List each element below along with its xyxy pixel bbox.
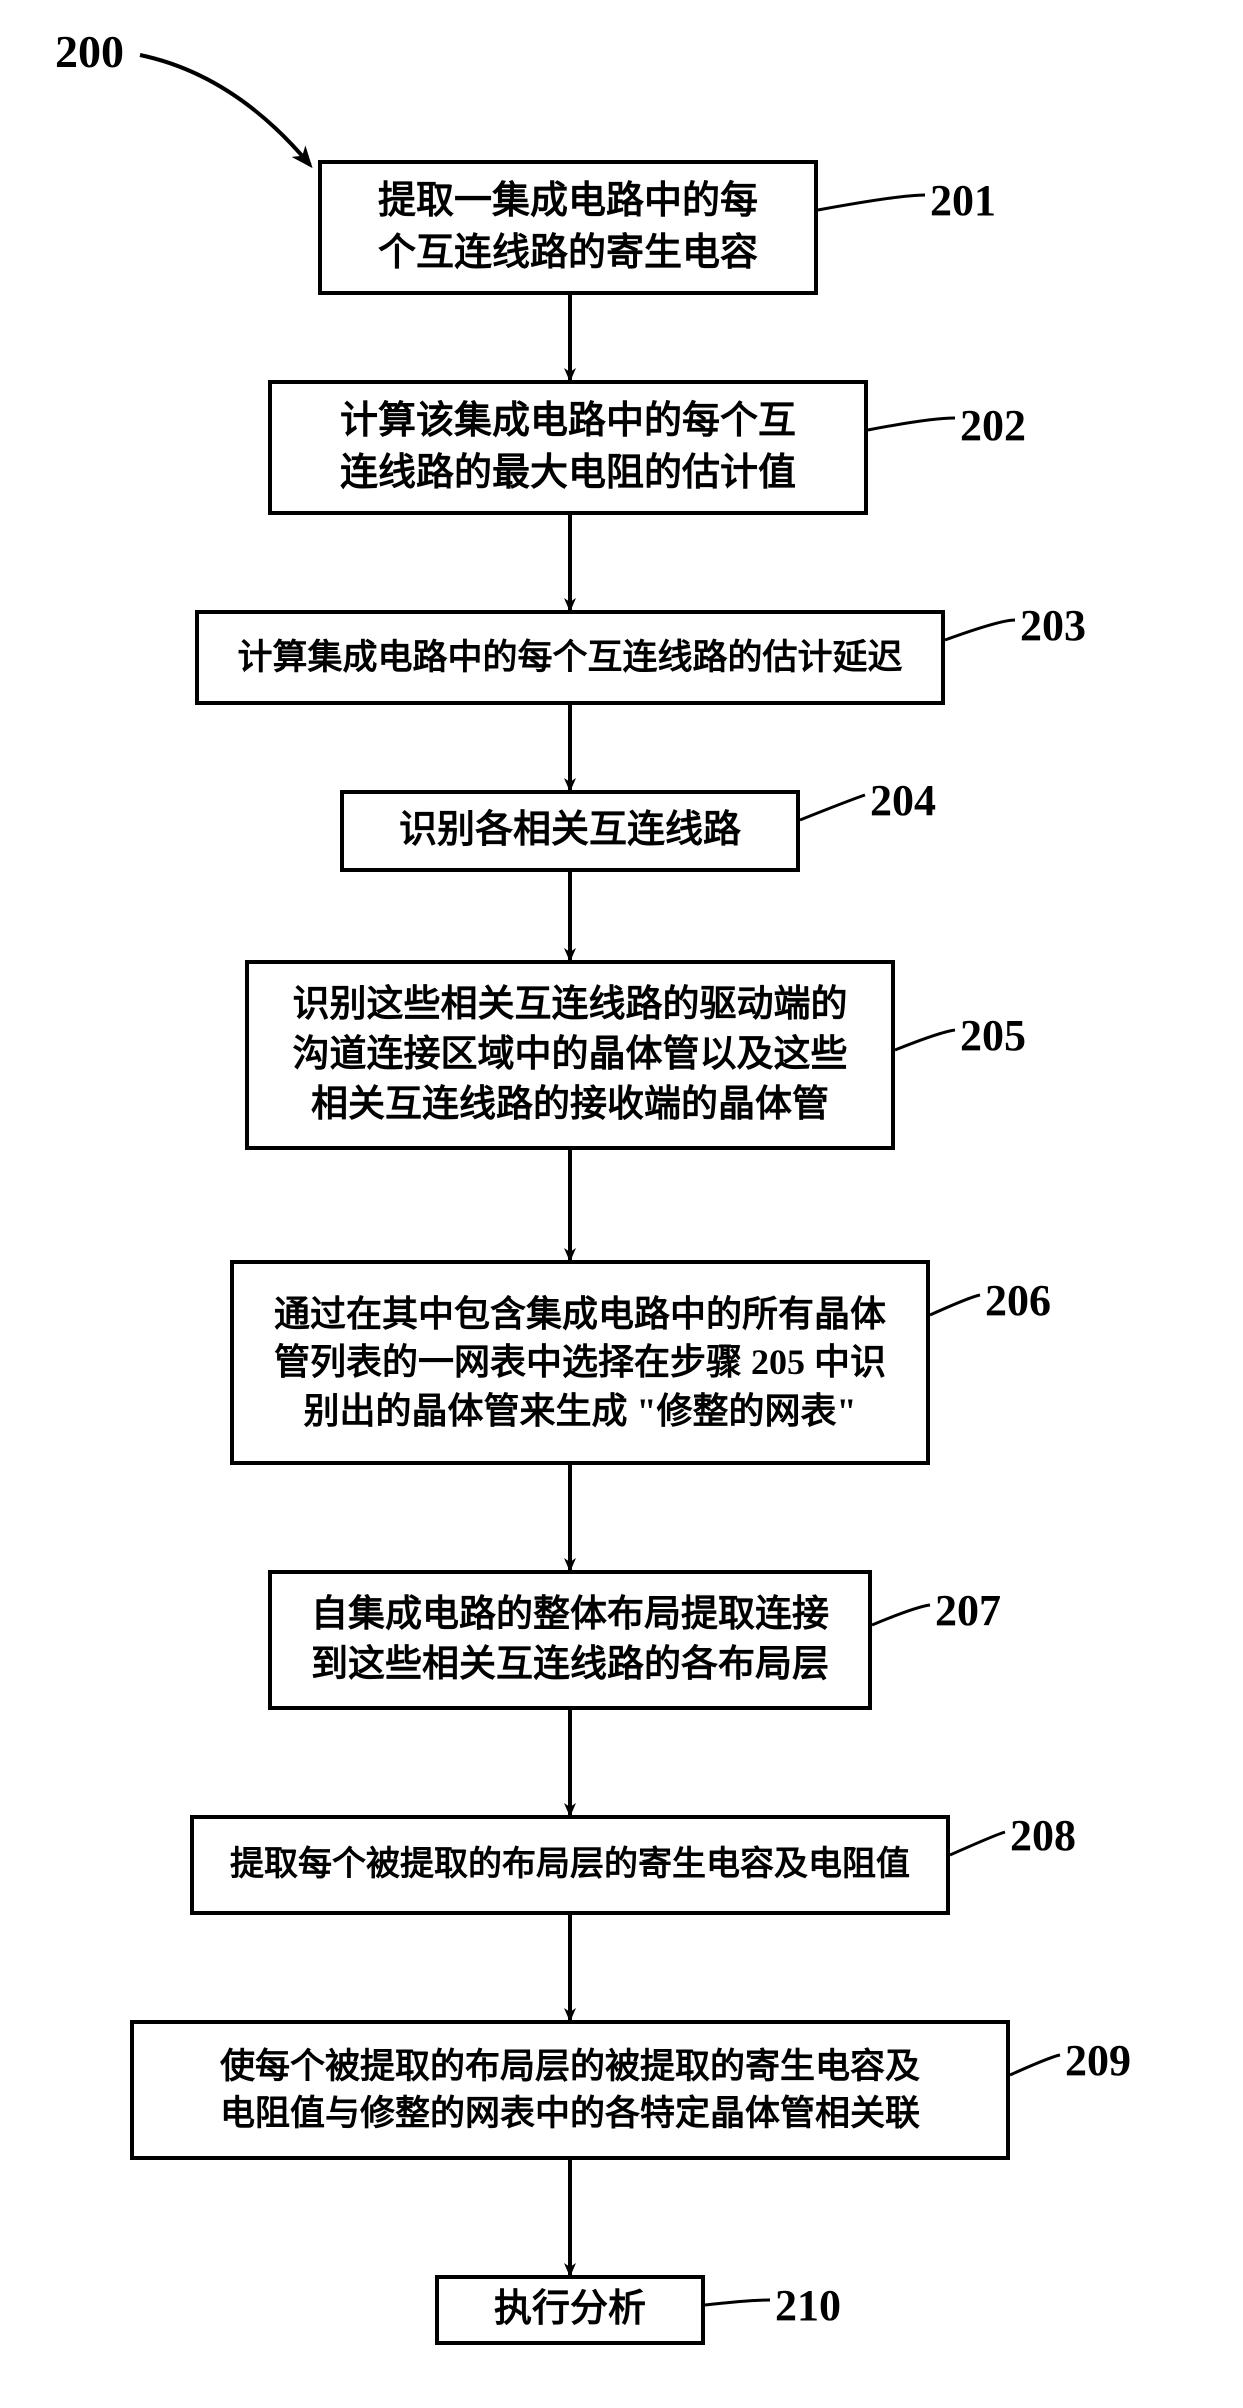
step-box-text: 识别各相关互连线路: [399, 805, 741, 856]
step-number-label-210: 210: [775, 2280, 841, 2331]
figure-number-label: 200: [55, 25, 124, 78]
step-box-text: 识别这些相关互连线路的驱动端的 沟道连接区域中的晶体管以及这些 相关互连线路的接…: [293, 980, 848, 1130]
step-number-label-206: 206: [985, 1275, 1051, 1326]
step-box-204: 识别各相关互连线路: [340, 790, 800, 872]
flowchart-stage: { "figure_label": "200", "steps": [ {"nu…: [0, 0, 1243, 2408]
step-number-label-202: 202: [960, 400, 1026, 451]
step-number-label-208: 208: [1010, 1810, 1076, 1861]
step-box-209: 使每个被提取的布局层的被提取的寄生电容及 电阻值与修整的网表中的各特定晶体管相关…: [130, 2020, 1010, 2160]
step-box-text: 提取一集成电路中的每 个互连线路的寄生电容: [378, 176, 758, 279]
step-box-206: 通过在其中包含集成电路中的所有晶体 管列表的一网表中选择在步骤 205 中识 别…: [230, 1260, 930, 1465]
step-number-label-205: 205: [960, 1010, 1026, 1061]
step-box-text: 提取每个被提取的布局层的寄生电容及电阻值: [230, 1842, 910, 1888]
step-box-202: 计算该集成电路中的每个互 连线路的最大电阻的估计值: [268, 380, 868, 515]
step-number-label-201: 201: [930, 175, 996, 226]
step-box-text: 使每个被提取的布局层的被提取的寄生电容及 电阻值与修整的网表中的各特定晶体管相关…: [220, 2043, 920, 2138]
step-box-201: 提取一集成电路中的每 个互连线路的寄生电容: [318, 160, 818, 295]
step-number-label-207: 207: [935, 1585, 1001, 1636]
step-box-text: 计算该集成电路中的每个互 连线路的最大电阻的估计值: [340, 396, 796, 499]
step-box-207: 自集成电路的整体布局提取连接 到这些相关互连线路的各布局层: [268, 1570, 872, 1710]
step-number-label-204: 204: [870, 775, 936, 826]
step-number-label-209: 209: [1065, 2035, 1131, 2086]
step-box-text: 计算集成电路中的每个互连线路的估计延迟: [237, 634, 902, 681]
step-box-203: 计算集成电路中的每个互连线路的估计延迟: [195, 610, 945, 705]
step-box-text: 通过在其中包含集成电路中的所有晶体 管列表的一网表中选择在步骤 205 中识 别…: [274, 1290, 886, 1436]
step-number-label-203: 203: [1020, 600, 1086, 651]
step-box-text: 自集成电路的整体布局提取连接 到这些相关互连线路的各布局层: [311, 1590, 829, 1690]
step-box-210: 执行分析: [435, 2275, 705, 2345]
step-box-text: 执行分析: [494, 2284, 646, 2335]
step-box-208: 提取每个被提取的布局层的寄生电容及电阻值: [190, 1815, 950, 1915]
step-box-205: 识别这些相关互连线路的驱动端的 沟道连接区域中的晶体管以及这些 相关互连线路的接…: [245, 960, 895, 1150]
